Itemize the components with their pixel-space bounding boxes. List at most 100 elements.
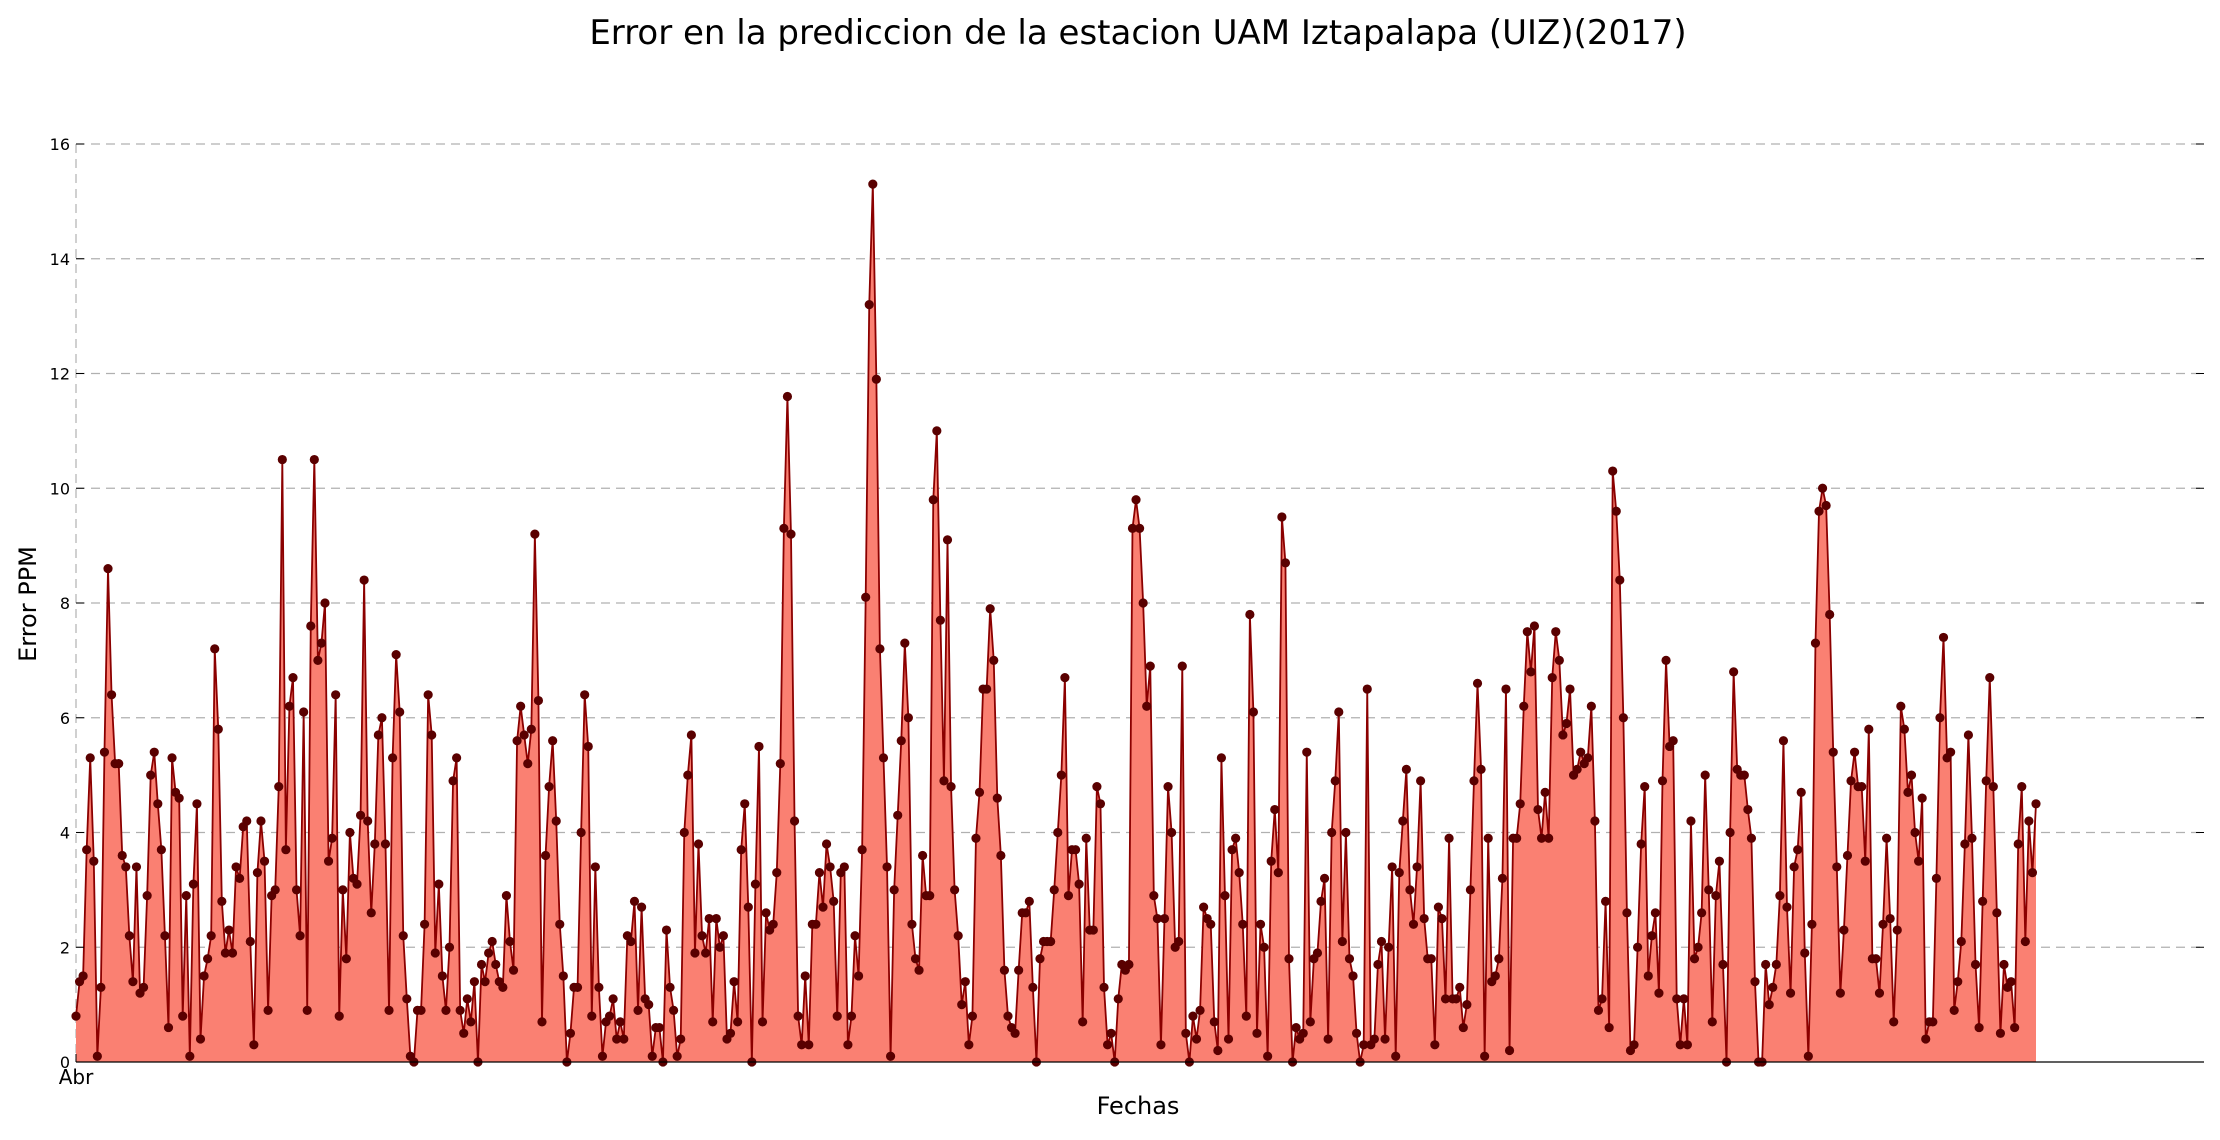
data-point (1718, 959, 1728, 970)
data-point (1305, 1017, 1315, 1027)
data-point (775, 759, 785, 769)
data-point (252, 868, 263, 878)
data-point (206, 931, 216, 941)
data-point (1284, 954, 1294, 964)
y-tick-label: 6 (60, 709, 70, 728)
data-point (377, 713, 387, 723)
data-point (434, 879, 444, 889)
data-point (1586, 701, 1596, 711)
data-point (320, 598, 330, 608)
data-point (1970, 959, 1981, 970)
data-point (430, 948, 440, 958)
data-point (1021, 908, 1031, 918)
data-point (245, 936, 255, 947)
data-point (2020, 936, 2030, 947)
data-point (537, 1017, 547, 1027)
data-point (1391, 1051, 1401, 1061)
data-point (604, 1011, 615, 1021)
data-point (1935, 713, 1945, 723)
data-point (124, 931, 134, 941)
data-point (1106, 1028, 1116, 1038)
data-point (195, 1034, 206, 1044)
data-point (1600, 896, 1611, 906)
y-tick-label: 16 (50, 135, 70, 154)
data-point (903, 713, 913, 723)
data-point (459, 1028, 469, 1038)
data-point (1384, 942, 1394, 952)
data-point (331, 690, 341, 700)
data-point (619, 1034, 629, 1044)
data-point (281, 845, 291, 855)
data-point (363, 816, 373, 826)
y-ticks: 0 2 4 6 8 10 12 14 16 (50, 135, 2204, 1072)
data-point (999, 965, 1010, 975)
data-point (644, 1000, 654, 1010)
data-point (163, 1022, 174, 1033)
data-point (935, 615, 945, 625)
data-point (1946, 747, 1956, 757)
data-point (167, 753, 177, 763)
data-point (1992, 908, 2002, 918)
data-point (526, 724, 536, 734)
data-point (1014, 965, 1024, 975)
data-point (750, 879, 761, 889)
data-point (1291, 1022, 1301, 1033)
data-point (1344, 954, 1355, 964)
data-point (1241, 1011, 1251, 1021)
data-point (647, 1051, 657, 1061)
data-point (82, 845, 92, 855)
data-point (1963, 730, 1974, 740)
data-point (1451, 994, 1461, 1004)
data-point (1156, 1040, 1166, 1050)
data-point (174, 793, 184, 803)
data-point (757, 1017, 768, 1027)
data-point (1857, 781, 1867, 792)
data-point (636, 902, 647, 912)
data-point (1604, 1022, 1614, 1033)
data-point (121, 862, 131, 872)
data-point (1572, 764, 1582, 774)
data-point (2006, 977, 2016, 987)
data-point (1910, 827, 1920, 838)
data-point (668, 1005, 679, 1015)
data-point (800, 971, 810, 981)
data-point (1554, 655, 1564, 665)
data-point (818, 902, 828, 912)
data-point (1330, 776, 1340, 786)
data-point (149, 747, 159, 757)
data-point (380, 839, 391, 849)
data-point (288, 672, 298, 683)
data-point (1729, 667, 1739, 677)
data-point (309, 454, 319, 465)
data-point (821, 839, 832, 849)
data-point (366, 908, 376, 918)
data-point (476, 959, 487, 970)
data-point (1337, 936, 1347, 947)
data-point (1433, 902, 1444, 912)
data-point (1462, 1000, 1472, 1010)
data-point (1931, 873, 1942, 884)
data-point (106, 690, 117, 700)
data-point (1213, 1045, 1223, 1056)
data-point (1889, 1017, 1899, 1027)
chart-title: Error en la prediccion de la estacion UA… (589, 13, 1686, 53)
data-point (885, 1051, 896, 1061)
data-point (1408, 919, 1419, 929)
data-point (1280, 558, 1291, 568)
data-point (512, 736, 522, 746)
data-point (1750, 977, 1760, 987)
data-point (1245, 609, 1255, 620)
data-point (779, 523, 789, 534)
data-point (352, 879, 362, 889)
data-point (1416, 776, 1426, 786)
data-point (761, 908, 771, 918)
data-point (1771, 959, 1781, 970)
data-point (263, 1005, 273, 1015)
data-point (1512, 833, 1522, 843)
data-point (188, 879, 198, 889)
data-point (740, 799, 750, 809)
data-point (1789, 862, 1799, 872)
data-point (1380, 1034, 1390, 1044)
data-point (1654, 988, 1664, 998)
data-point (832, 1011, 842, 1021)
